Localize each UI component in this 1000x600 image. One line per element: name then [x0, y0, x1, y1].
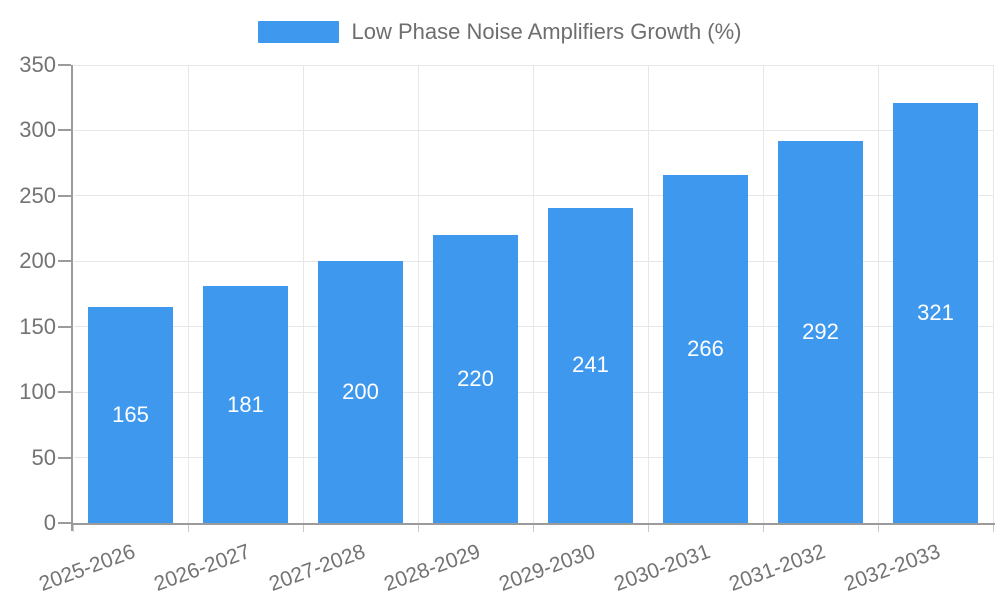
y-axis-tick-label: 300	[19, 117, 56, 143]
y-axis-tick-label: 0	[43, 510, 56, 535]
y-axis-tick	[58, 64, 71, 66]
y-axis-tick-label: 50	[31, 444, 56, 470]
gridline-horizontal	[74, 457, 993, 459]
x-axis-tick-label: 2032-2033	[841, 540, 944, 596]
bar-value-label: 200	[342, 379, 379, 405]
y-axis-tick	[58, 129, 71, 132]
bar-value-label: 241	[572, 352, 609, 378]
gridline-vertical	[762, 65, 764, 523]
y-axis-tick-label: 100	[19, 379, 56, 405]
bar: 266	[663, 174, 748, 523]
x-axis-tick	[877, 525, 879, 532]
bar-value-label: 321	[917, 299, 954, 325]
y-axis-tick	[58, 522, 71, 524]
x-axis-line	[71, 523, 995, 525]
gridline-vertical	[302, 65, 304, 523]
gridline-vertical	[532, 65, 534, 523]
y-axis-tick-label: 250	[19, 182, 56, 208]
y-axis-tick	[58, 456, 71, 459]
x-axis-tick	[532, 525, 534, 532]
x-axis-tick	[302, 525, 304, 532]
bar: 165	[88, 307, 173, 523]
bar: 181	[203, 286, 288, 523]
legend-label: Low Phase Noise Amplifiers Growth (%)	[351, 19, 742, 44]
gridline-horizontal	[74, 326, 993, 328]
gridline-vertical	[187, 65, 189, 523]
gridline-horizontal	[74, 64, 993, 66]
bar: 241	[548, 207, 633, 523]
x-axis-tick	[187, 525, 189, 532]
x-axis-tick	[72, 525, 74, 532]
bar-value-label: 181	[227, 391, 264, 417]
gridline-vertical	[417, 65, 419, 523]
gridline-vertical	[992, 65, 994, 523]
x-axis-tick	[647, 525, 649, 532]
gridline-horizontal	[74, 260, 993, 262]
gridline-vertical	[877, 65, 879, 523]
bar-value-label: 220	[457, 366, 494, 392]
y-axis-tick-label: 200	[19, 248, 56, 274]
y-axis-tick	[58, 325, 71, 328]
y-axis-tick	[58, 391, 71, 394]
bar: 292	[778, 140, 863, 523]
y-axis-tick	[58, 194, 71, 197]
y-axis-tick	[58, 260, 71, 263]
gridline-vertical	[647, 65, 649, 523]
bar: 220	[433, 235, 518, 523]
bar-value-label: 165	[112, 402, 149, 428]
bar: 321	[893, 102, 978, 523]
x-axis-tick	[762, 525, 764, 532]
legend: Low Phase Noise Amplifiers Growth (%)	[0, 21, 1000, 43]
x-axis-tick	[992, 525, 994, 532]
x-axis-tick	[417, 525, 419, 532]
y-axis-line	[71, 65, 73, 531]
gridline-horizontal	[74, 195, 993, 197]
gridline-horizontal	[74, 391, 993, 393]
gridline-horizontal	[74, 129, 993, 131]
legend-swatch	[258, 21, 340, 43]
y-axis-tick-label: 150	[19, 313, 56, 339]
y-axis-tick-label: 350	[19, 52, 56, 77]
bar-value-label: 292	[802, 318, 839, 344]
bar: 200	[318, 261, 403, 523]
bar-value-label: 266	[687, 335, 724, 361]
x-axis-label-anchor: 2032-2033	[536, 540, 943, 596]
